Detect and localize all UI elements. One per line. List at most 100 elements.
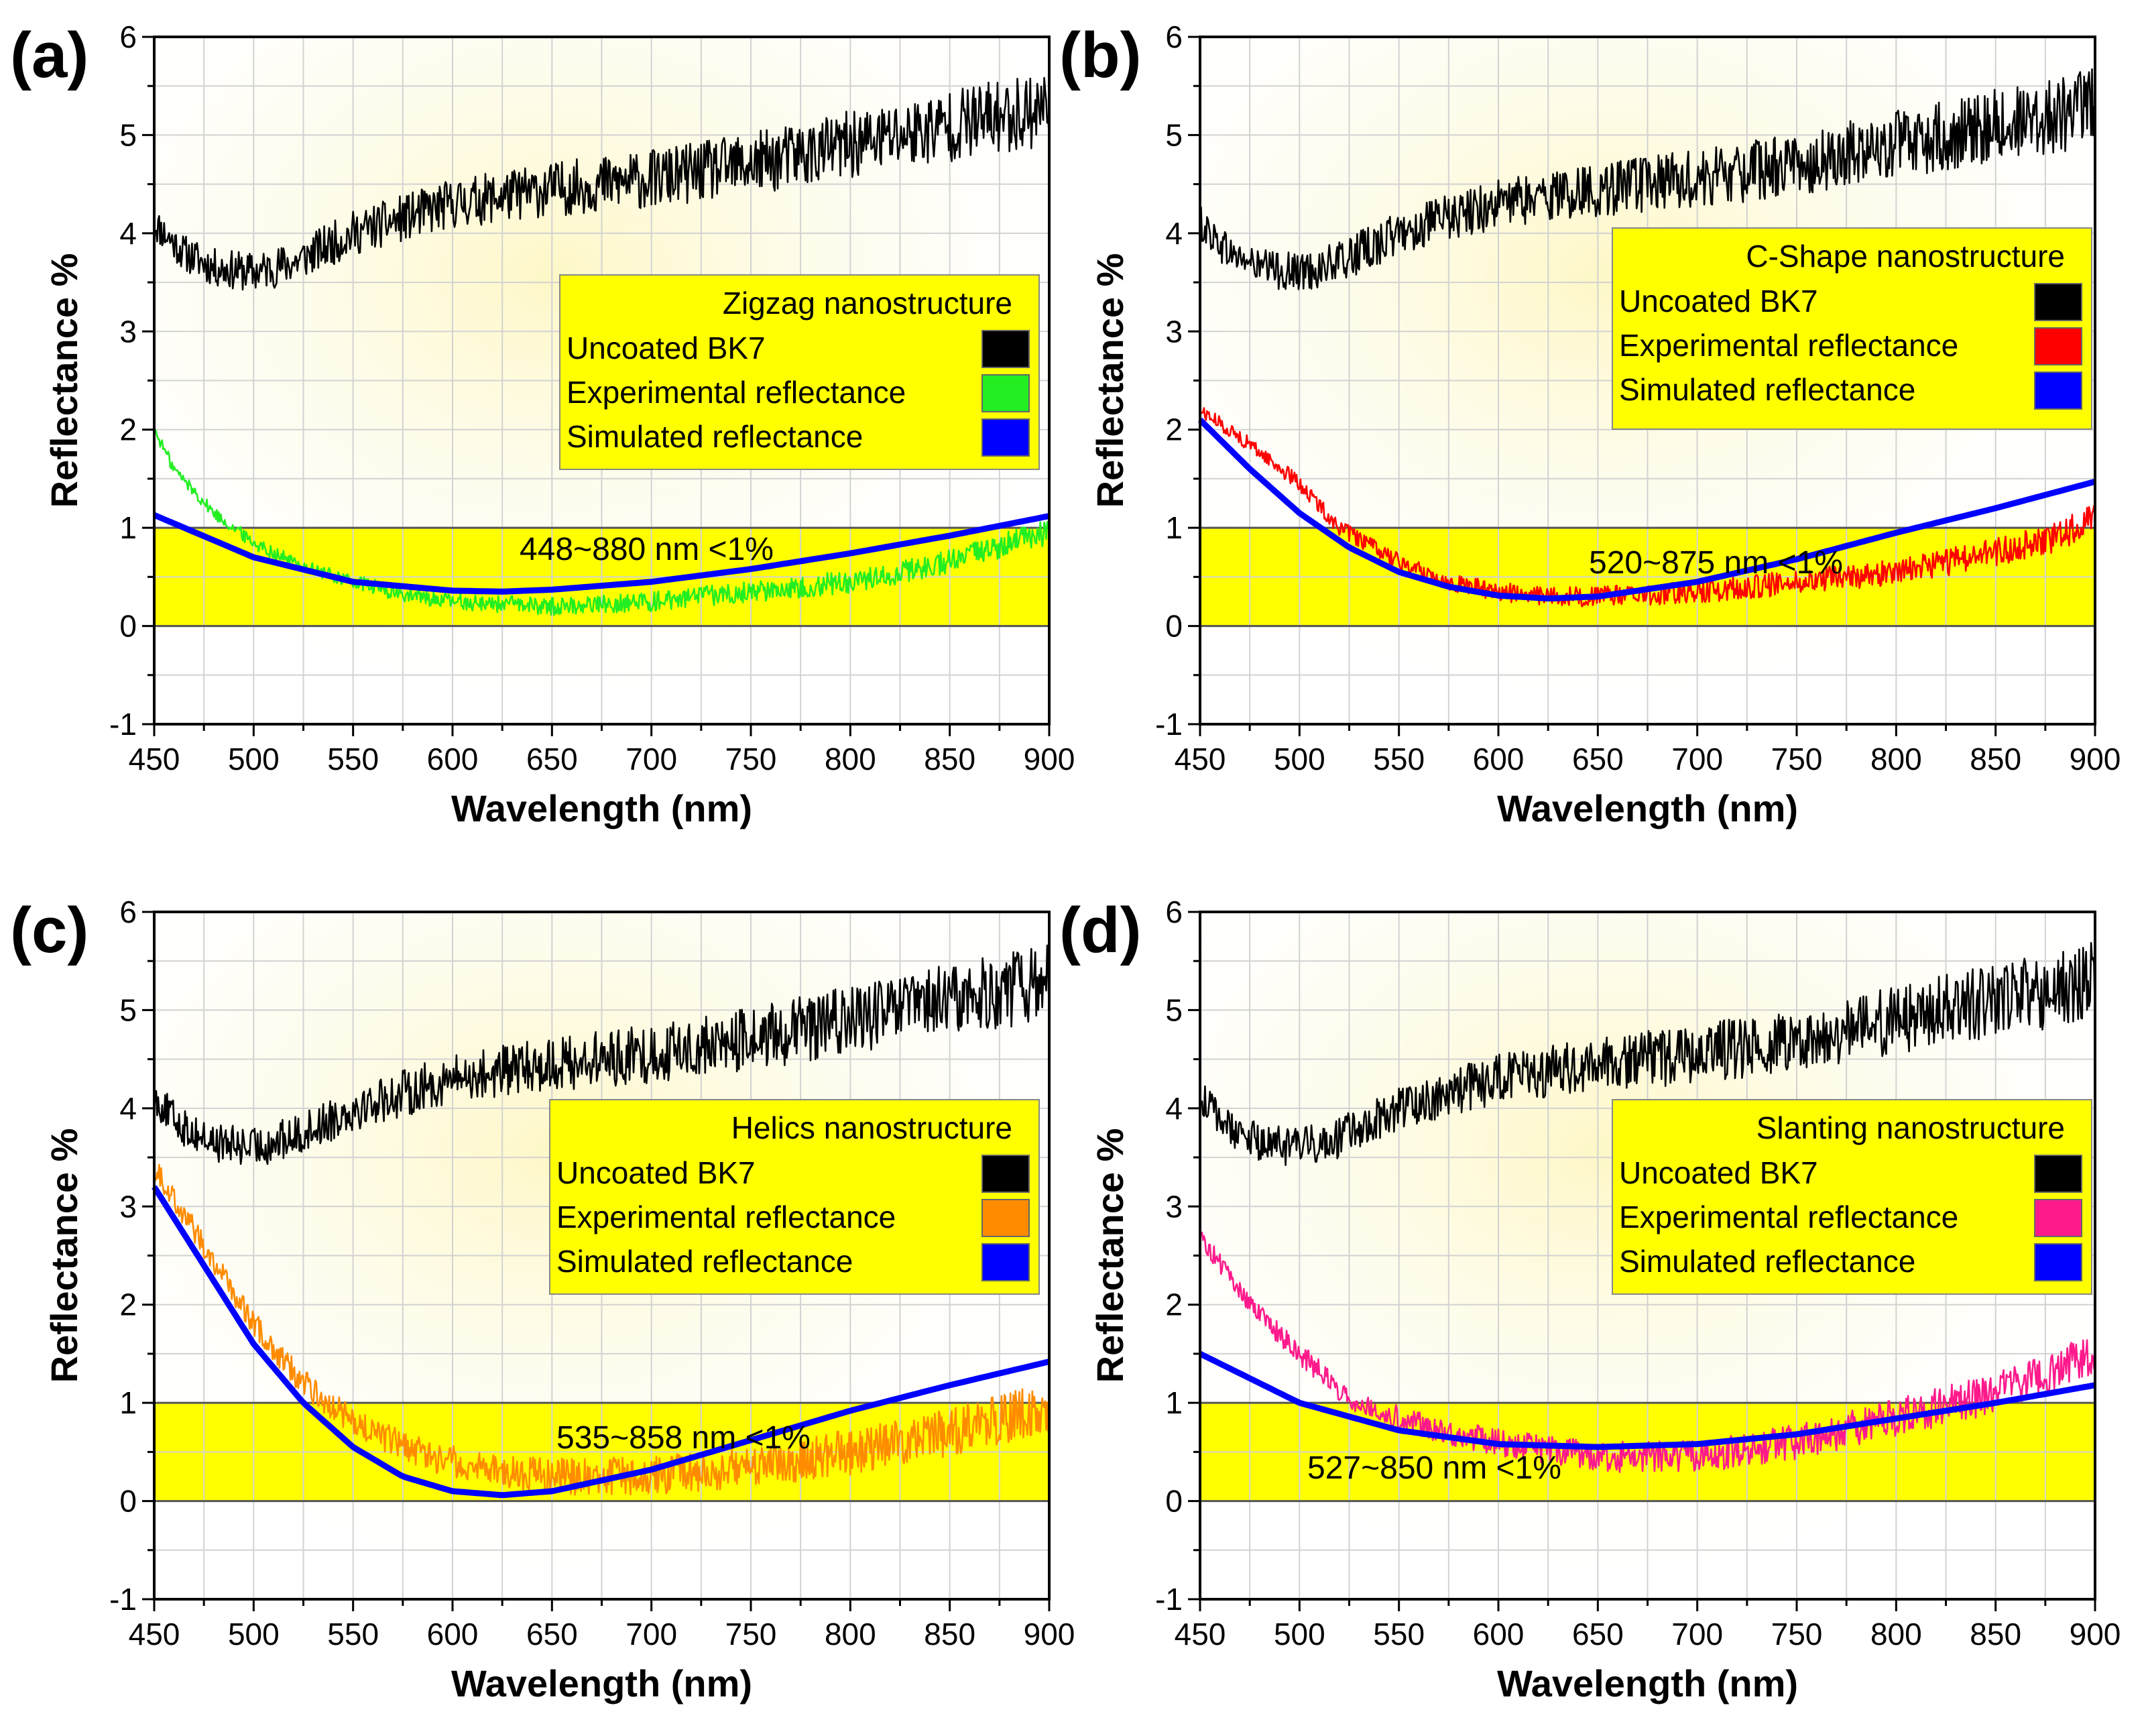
chart-panel-c: 450 500 550 600 650 700 750 800 850 900 -1 0 1 2 3 4 5 6 W…	[10, 894, 1075, 1704]
legend-title: Zigzag nanostructure	[723, 286, 1012, 321]
y-tick-label: 1	[1165, 1385, 1183, 1420]
x-axis-title: Wavelength (nm)	[1497, 1662, 1798, 1704]
legend-entry-label: Simulated reflectance	[556, 1244, 853, 1279]
y-tick-label: -1	[1155, 1582, 1183, 1617]
x-tick-label: 850	[1970, 1617, 2021, 1652]
legend-entry-label: Experimental reflectance	[1619, 1200, 1958, 1234]
series-line-simulated-reflectance	[152, 1185, 1051, 1499]
range-annotation: 535~858 nm <1%	[556, 1420, 811, 1456]
y-tick-label: 2	[119, 412, 137, 447]
panel-label: (d)	[1059, 894, 1142, 966]
y-tick-label: -1	[1155, 707, 1183, 742]
x-tick-label: 450	[129, 742, 180, 776]
legend-entry-label: Experimental reflectance	[556, 1200, 896, 1234]
legend-swatch	[981, 1243, 1030, 1281]
legend-entry-label: Uncoated BK7	[1619, 284, 1818, 319]
series-line-simulated-reflectance	[1197, 417, 2096, 601]
legend: Zigzag nanostructure Uncoated BK7 Experime…	[559, 274, 1040, 470]
y-tick-label: 2	[1165, 1287, 1183, 1322]
y-tick-label: 6	[1165, 894, 1183, 929]
legend-entry-label: Experimental reflectance	[567, 375, 906, 410]
x-tick-label: 750	[1771, 742, 1823, 776]
y-tick-label: 6	[119, 894, 137, 929]
legend-entry-label: Uncoated BK7	[1619, 1155, 1818, 1190]
y-axis-title: Reflectance %	[43, 253, 85, 508]
x-tick-label: 600	[1473, 1617, 1525, 1652]
x-tick-label: 800	[1870, 1617, 1922, 1652]
x-tick-label: 550	[327, 1617, 379, 1652]
y-tick-label: 6	[1165, 19, 1183, 54]
range-annotation: 448~880 nm <1%	[520, 532, 774, 567]
y-tick-label: 6	[119, 19, 137, 54]
y-tick-label: -1	[109, 1582, 137, 1617]
chart-panel-a: 450 500 550 600 650 700 750 800 850 900 -1 0 1 2 3 4 5 6 W…	[10, 19, 1075, 829]
x-tick-label: 550	[1373, 1617, 1425, 1652]
legend-swatch	[981, 374, 1030, 412]
x-tick-label: 550	[1373, 742, 1425, 776]
x-tick-label: 500	[1274, 742, 1325, 776]
x-tick-label: 500	[228, 742, 280, 776]
panel-label: (c)	[10, 894, 88, 966]
series-line-simulated-reflectance	[1198, 1350, 2096, 1450]
y-tick-label: -1	[109, 707, 137, 742]
x-tick-label: 450	[1175, 742, 1226, 776]
x-tick-label: 650	[1572, 742, 1624, 776]
legend-swatch	[2034, 371, 2082, 410]
x-tick-label: 700	[625, 1617, 677, 1652]
legend-entry-label: Uncoated BK7	[567, 331, 766, 365]
chart-panel-d: 450 500 550 600 650 700 750 800 850 900 -1 0 1 2 3 4 5 6 W…	[1059, 894, 2121, 1704]
x-tick-label: 800	[825, 1617, 876, 1652]
legend-swatch	[981, 1155, 1030, 1193]
legend-swatch	[2034, 283, 2082, 321]
legend-box	[1612, 227, 2092, 430]
y-tick-label: 4	[119, 1091, 137, 1126]
panel-label: (a)	[10, 19, 88, 91]
series-line-uncoated-bk7	[153, 944, 1051, 1165]
y-axis-title: Reflectance %	[1089, 1129, 1131, 1383]
legend-entry-label: Uncoated BK7	[556, 1155, 756, 1190]
y-tick-label: 4	[1165, 1091, 1183, 1126]
x-tick-label: 850	[924, 742, 975, 776]
legend-entry-label: Simulated reflectance	[1619, 1244, 1915, 1279]
y-tick-label: 5	[119, 992, 137, 1027]
legend-swatch	[981, 1199, 1030, 1237]
range-annotation: 527~850 nm <1%	[1307, 1450, 1561, 1486]
x-tick-label: 700	[625, 742, 677, 776]
y-tick-label: 1	[1165, 510, 1183, 545]
y-tick-label: 0	[119, 609, 137, 644]
x-axis-title: Wavelength (nm)	[451, 787, 752, 829]
x-tick-label: 700	[1671, 742, 1723, 776]
legend-swatch	[2034, 327, 2082, 365]
x-tick-label: 900	[1024, 742, 1075, 776]
x-tick-label: 600	[1473, 742, 1525, 776]
y-tick-label: 1	[119, 1385, 137, 1420]
x-tick-label: 700	[1671, 1617, 1723, 1652]
legend-swatch	[981, 330, 1030, 368]
legend: Helics nanostructure Uncoated BK7 Experime…	[549, 1099, 1040, 1295]
y-tick-label: 0	[119, 1484, 137, 1519]
x-tick-label: 650	[526, 1617, 578, 1652]
series-line-uncoated-bk7	[1199, 941, 2096, 1166]
x-tick-label: 750	[725, 1617, 777, 1652]
y-tick-label: 4	[1165, 216, 1183, 251]
legend-swatch	[2034, 1243, 2082, 1281]
legend-entry-label: Simulated reflectance	[567, 419, 863, 454]
x-tick-label: 900	[2070, 1617, 2121, 1652]
x-tick-label: 750	[1771, 1617, 1823, 1652]
legend-entry-label: Simulated reflectance	[1619, 372, 1915, 407]
y-tick-label: 2	[119, 1287, 137, 1322]
x-tick-label: 450	[1175, 1617, 1226, 1652]
x-tick-label: 850	[924, 1617, 975, 1652]
y-tick-label: 3	[119, 314, 137, 349]
y-tick-label: 3	[1165, 314, 1183, 349]
legend-swatch	[981, 418, 1030, 457]
series-line-uncoated-bk7	[1199, 68, 2096, 290]
y-tick-label: 2	[1165, 412, 1183, 447]
legend-box	[1612, 1099, 2092, 1295]
y-tick-label: 0	[1165, 1484, 1183, 1519]
y-tick-label: 5	[1165, 117, 1183, 152]
legend-entry-label: Experimental reflectance	[1619, 328, 1958, 363]
legend-title: C-Shape nanostructure	[1746, 239, 2065, 274]
legend: C-Shape nanostructure Uncoated BK7 Experim…	[1612, 227, 2092, 430]
y-tick-label: 3	[119, 1189, 137, 1224]
